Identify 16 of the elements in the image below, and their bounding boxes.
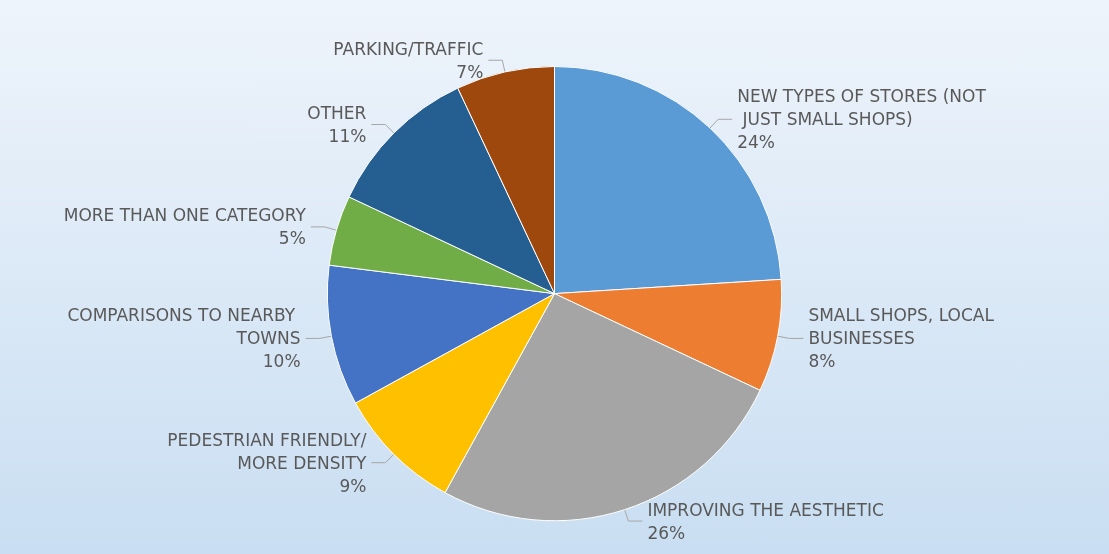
data-label: 7%: [456, 61, 484, 82]
data-label: 8%: [808, 351, 836, 372]
data-label: 11%: [328, 126, 367, 147]
slice-label: NEW TYPES OF STORES (NOT JUST SMALL SHOPS): [737, 86, 987, 130]
slice-label: MORE THAN ONE CATEGORY: [63, 205, 307, 226]
data-label: 9%: [339, 475, 367, 496]
slice-label: SMALL SHOPS, LOCAL BUSINESSES: [808, 305, 1000, 349]
data-label: 26%: [647, 522, 686, 543]
slice-label: IMPROVING THE AESTHETIC: [647, 499, 884, 520]
data-label: 5%: [278, 228, 306, 249]
slice-label: OTHER: [307, 103, 367, 124]
slice-label: COMPARISONS TO NEARBY TOWNS: [67, 305, 301, 349]
slice-label: PEDESTRIAN FRIENDLY/MORE DENSITY: [167, 429, 367, 473]
slice-label: PARKING/TRAFFIC: [333, 38, 484, 59]
data-label: 10%: [262, 351, 301, 372]
data-label: 24%: [737, 132, 775, 153]
